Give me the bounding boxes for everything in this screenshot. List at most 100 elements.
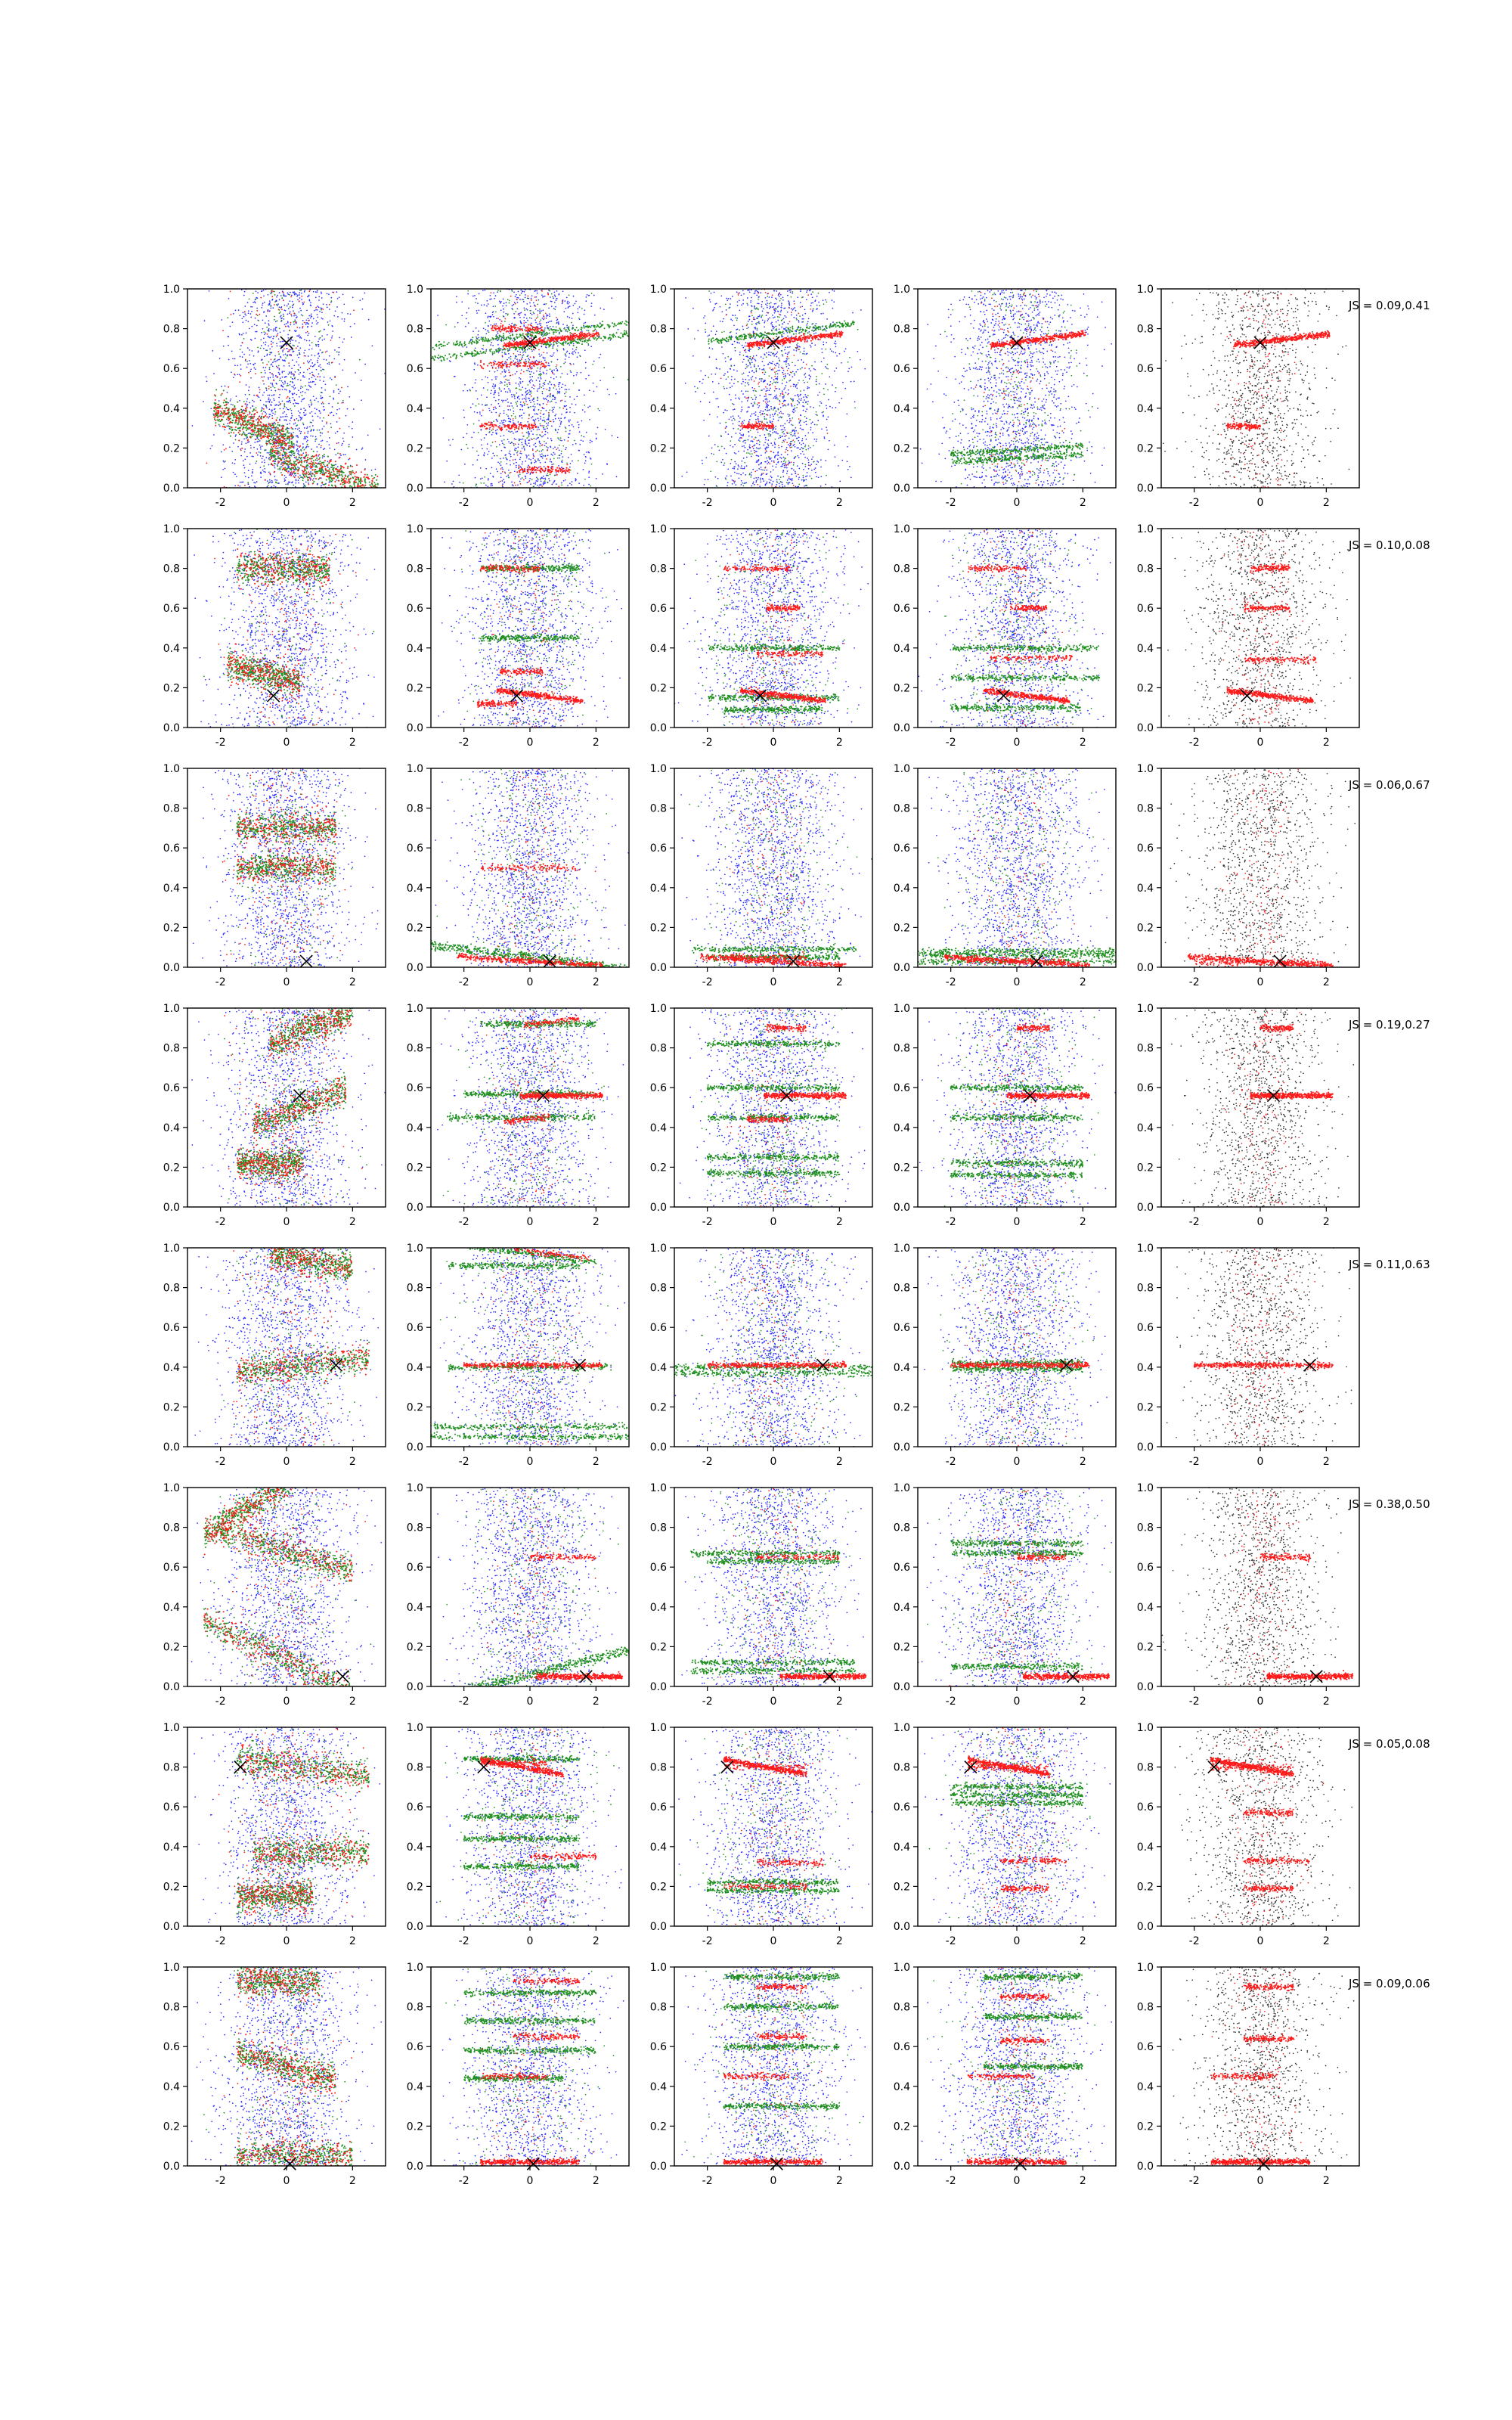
scatter-point [547, 383, 549, 385]
scatter-point [577, 421, 578, 423]
scatter-point [238, 432, 240, 433]
scatter-point [438, 355, 439, 356]
scatter-point [519, 416, 521, 417]
scatter-point [280, 431, 281, 433]
scatter-point [264, 468, 265, 470]
scatter-point [261, 438, 262, 439]
scatter-point [536, 476, 538, 478]
scatter-point [452, 439, 454, 440]
scatter-point [288, 428, 290, 430]
scatter-point [567, 343, 569, 345]
scatter-point [300, 392, 302, 393]
scatter-point [232, 414, 234, 415]
scatter-point [576, 374, 578, 376]
scatter-point [225, 448, 227, 449]
scatter-point [230, 414, 231, 416]
scatter-point [237, 446, 239, 448]
scatter-point [284, 448, 286, 450]
scatter-point [223, 414, 225, 416]
scatter-point [332, 474, 333, 476]
scatter-point [245, 415, 246, 417]
scatter-point [544, 296, 546, 297]
scatter-point [273, 446, 274, 448]
scatter-point [215, 420, 216, 421]
scatter-point [276, 336, 277, 337]
scatter-point [274, 432, 275, 433]
scatter-point [308, 471, 309, 473]
scatter-point [314, 474, 315, 476]
scatter-point [310, 471, 311, 473]
scatter-point [553, 344, 555, 346]
scatter-point [285, 354, 287, 355]
scatter-point [271, 296, 273, 297]
scatter-point [473, 432, 475, 433]
scatter-point [516, 383, 517, 384]
scatter-point [303, 352, 305, 354]
scatter-point [324, 460, 326, 461]
scatter-point [447, 343, 448, 345]
scatter-point [290, 438, 292, 439]
scatter-point [290, 306, 291, 308]
scatter-point [294, 457, 296, 458]
scatter-point [260, 297, 262, 299]
scatter-point [290, 340, 291, 342]
scatter-point [302, 395, 303, 396]
scatter-point [581, 420, 583, 422]
scatter-point [505, 455, 507, 456]
scatter-point [215, 408, 217, 410]
scatter-point [243, 415, 245, 417]
scatter-point [588, 484, 590, 486]
scatter-point [556, 299, 557, 301]
scatter-point [466, 312, 468, 314]
scatter-point [222, 330, 224, 331]
scatter-point [306, 427, 308, 429]
scatter-point [318, 352, 320, 354]
scatter-point [621, 321, 623, 323]
scatter-point [230, 428, 231, 430]
scatter-point [287, 427, 288, 429]
scatter-point [300, 367, 302, 368]
scatter-point [249, 419, 251, 420]
scatter-point [500, 383, 501, 384]
scatter-point [248, 421, 249, 423]
scatter-point [253, 482, 255, 483]
scatter-point [273, 328, 274, 330]
scatter-point [460, 353, 462, 355]
scatter-point [289, 313, 290, 315]
scatter-point [517, 484, 519, 486]
scatter-point [485, 434, 487, 436]
scatter-point [213, 373, 215, 374]
scatter-point [313, 451, 314, 452]
scatter-point [244, 451, 246, 453]
scatter-point [284, 389, 286, 390]
scatter-point [281, 309, 283, 310]
scatter-point [252, 433, 253, 435]
scatter-point [503, 400, 505, 402]
scatter-point [267, 311, 268, 312]
scatter-point [250, 425, 252, 427]
scatter-point [521, 442, 522, 444]
scatter-point [513, 360, 514, 361]
scatter-point [263, 465, 265, 467]
scatter-point [329, 444, 330, 445]
scatter-point [519, 377, 520, 379]
scatter-point [291, 442, 293, 443]
scatter-point [342, 370, 344, 371]
scatter-point [295, 293, 296, 294]
scatter-point [553, 407, 555, 408]
scatter-point [228, 359, 230, 361]
scatter-point [240, 349, 241, 350]
scatter-point [311, 348, 313, 349]
scatter-point [584, 454, 585, 455]
scatter-point [284, 403, 285, 405]
scatter-point [538, 299, 539, 301]
scatter-point [566, 411, 568, 413]
scatter-point [330, 396, 331, 398]
scatter-point [340, 455, 342, 456]
scatter-point [363, 476, 364, 478]
scatter-point [324, 358, 325, 360]
scatter-point [308, 463, 310, 464]
scatter-point [370, 486, 372, 488]
scatter-point [529, 478, 531, 479]
scatter-point [281, 466, 283, 467]
